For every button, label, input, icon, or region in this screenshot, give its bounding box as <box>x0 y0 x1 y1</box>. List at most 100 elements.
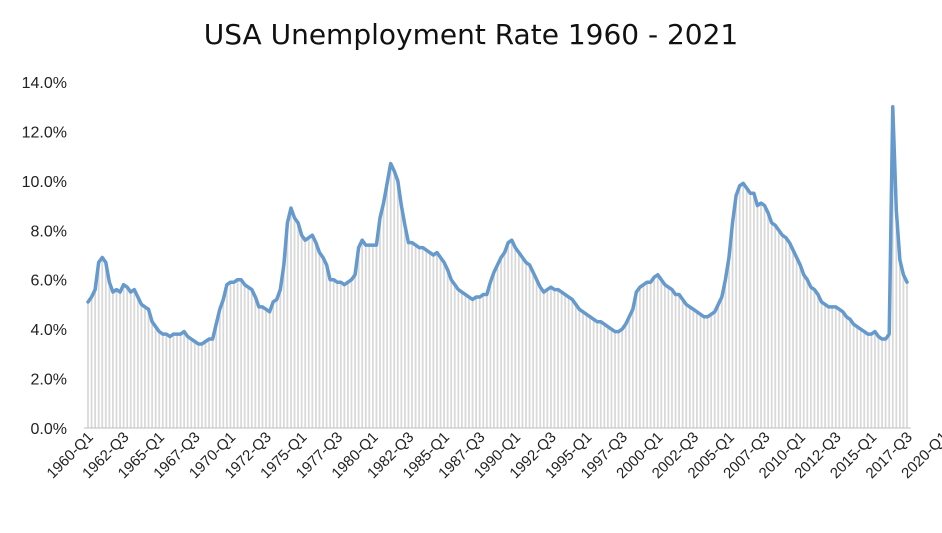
bar <box>560 292 563 428</box>
bar <box>443 262 445 428</box>
bar <box>678 294 680 428</box>
bars-layer <box>87 106 908 429</box>
y-tick-label: 12.0% <box>22 124 67 141</box>
y-tick-label: 14.0% <box>22 75 67 92</box>
bar <box>286 222 289 428</box>
bar <box>692 309 695 428</box>
bar <box>663 284 666 428</box>
series-line <box>86 104 909 346</box>
bar <box>432 255 435 428</box>
bar <box>898 259 901 428</box>
bar <box>525 262 527 428</box>
bar <box>703 316 705 428</box>
bar <box>881 339 883 428</box>
bar <box>500 257 502 428</box>
bar <box>411 242 413 428</box>
bar <box>763 205 766 428</box>
bar <box>361 240 364 428</box>
bar <box>368 245 371 428</box>
bar <box>738 185 741 428</box>
bar <box>877 336 880 428</box>
bar <box>332 279 335 428</box>
bar <box>193 341 196 428</box>
bar <box>201 343 203 428</box>
bar <box>646 282 648 428</box>
bar <box>414 245 417 428</box>
bar <box>717 304 720 428</box>
bar <box>760 203 762 428</box>
bar <box>421 247 424 428</box>
bar <box>824 304 826 428</box>
bar <box>133 289 136 428</box>
bar <box>713 311 716 428</box>
bar <box>233 282 235 428</box>
bar <box>667 287 670 428</box>
bar <box>119 292 121 428</box>
bar <box>521 257 524 428</box>
bar <box>767 212 770 428</box>
bar <box>621 329 624 428</box>
y-tick-label: 6.0% <box>31 273 67 290</box>
bar <box>564 294 567 428</box>
bar <box>304 240 307 428</box>
bar <box>336 282 339 428</box>
y-tick-label: 0.0% <box>31 421 67 438</box>
bar <box>243 284 246 428</box>
bar <box>151 321 153 428</box>
bar <box>902 274 905 428</box>
bar <box>482 294 485 428</box>
bar <box>101 257 104 428</box>
bar <box>592 319 595 428</box>
bar <box>614 331 616 428</box>
bar <box>749 193 752 428</box>
bar <box>528 264 531 428</box>
y-tick-label: 2.0% <box>31 372 67 389</box>
bar <box>742 183 745 428</box>
bar <box>735 195 737 428</box>
bar <box>147 309 150 428</box>
bar <box>706 316 709 428</box>
bar <box>122 284 125 428</box>
bar <box>382 203 385 428</box>
bar <box>710 314 713 428</box>
bar <box>375 245 378 428</box>
chart-title: USA Unemployment Rate 1960 - 2021 <box>203 18 739 51</box>
bar <box>379 217 381 428</box>
bar <box>425 250 428 428</box>
bar <box>300 235 303 428</box>
bar <box>599 321 602 428</box>
bar <box>809 287 812 428</box>
bar <box>781 235 784 428</box>
x-axis: 1960-Q11962-Q31965-Q11967-Q31970-Q11972-… <box>44 429 942 482</box>
bar <box>631 309 634 428</box>
bar <box>756 205 759 428</box>
bar <box>550 287 552 428</box>
bar <box>610 329 613 428</box>
bar <box>104 262 107 428</box>
bar <box>350 279 353 428</box>
bar <box>354 274 356 428</box>
bar <box>371 245 374 428</box>
bar <box>396 180 399 428</box>
bar <box>176 334 178 428</box>
bar <box>539 287 542 428</box>
bar <box>218 309 221 428</box>
bar <box>282 264 285 428</box>
bar <box>802 274 805 428</box>
bar <box>386 183 388 428</box>
bar <box>874 331 876 428</box>
bar <box>179 334 182 428</box>
bar <box>389 163 392 428</box>
y-tick-label: 10.0% <box>22 174 67 191</box>
bar <box>457 289 460 428</box>
bar <box>557 289 559 428</box>
bar <box>144 306 146 428</box>
bar <box>439 257 442 428</box>
bar <box>582 311 584 428</box>
bar <box>318 252 321 428</box>
bar <box>290 208 292 428</box>
bar <box>745 188 748 428</box>
bar <box>503 252 506 428</box>
bar <box>596 321 599 428</box>
